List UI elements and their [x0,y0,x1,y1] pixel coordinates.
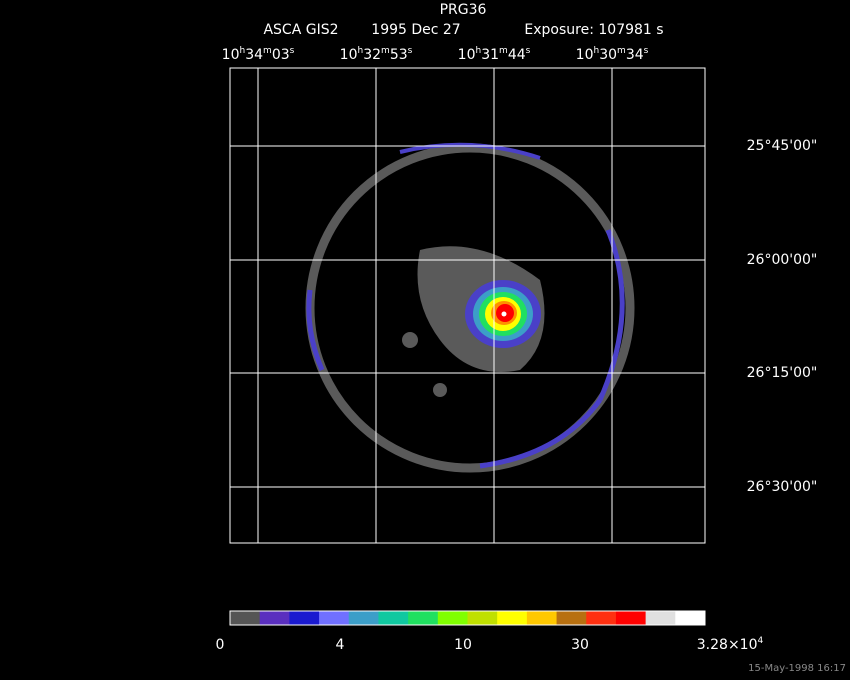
ra-label: 10h31m44s [458,46,531,64]
colorbar-segment [408,611,439,625]
subtitle: ASCA GIS2 [263,22,338,38]
superscript: h [593,46,599,56]
colorbar-labels: 0 4 10 30 3.28×104 [216,636,764,654]
text-part: 10 [458,47,476,63]
superscript: 4 [757,636,763,646]
text-part: 44 [508,47,526,63]
superscript: m [263,46,272,56]
text-part: 10 [340,47,358,63]
superscript: h [357,46,363,56]
colorbar-segment [348,611,379,625]
superscript: m [381,46,390,56]
colorbar-segment [437,611,468,625]
colorbar-segment [467,611,498,625]
frame [229,67,706,544]
colorbar-segment [645,611,676,625]
colorbar-segment [586,611,617,625]
ra-labels: 10h34m03s 10h32m53s 10h31m44s 10h30m34s [222,46,649,64]
title: PRG36 [440,2,487,18]
colorbar-segment [615,611,647,625]
text-part: 0 [216,637,225,653]
colorbar [229,610,706,626]
colorbar-segment [319,611,350,625]
ra-label: 10h32m53s [340,46,413,64]
dec-label: 25°45'00" [747,138,818,154]
superscript: s [408,46,413,56]
diffuse-emission [433,383,447,397]
dec-label: 26°00'00" [747,252,818,268]
text-part: 03 [272,47,290,63]
text-part: 31 [481,47,499,63]
text-part: 10 [454,637,472,653]
subtitle: Exposure: 107981 s [524,22,663,38]
ra-label: 10h34m03s [222,46,295,64]
superscript: m [617,46,626,56]
colorbar-label: 10 [454,637,472,653]
ra-label: 10h30m34s [576,46,649,64]
subtitle: 1995 Dec 27 [371,22,460,38]
colorbar-segment [526,611,558,625]
ring-edge [399,142,541,160]
superscript: m [499,46,508,56]
text-part: 34 [245,47,263,63]
ring-edge [597,229,625,402]
colorbar-label: 4 [336,637,345,653]
colorbar-segment [497,611,528,625]
superscript: s [526,46,531,56]
ring-edge [479,398,603,469]
superscript: s [290,46,295,56]
diffuse-emission [402,332,418,348]
text-part: 53 [390,47,408,63]
colorbar-segment [230,611,261,625]
text-part: 30 [571,637,589,653]
colorbar-segment [556,611,587,625]
colorbar-segment [289,611,320,625]
colorbar-segment [675,611,706,625]
text-part: 32 [363,47,381,63]
text-part: 30 [599,47,617,63]
text-part: 4 [336,637,345,653]
colorbar-label: 0 [216,637,225,653]
text-part: 3.28×10 [697,637,758,653]
coordinate-grid [229,67,706,544]
superscript: h [239,46,245,56]
colorbar-label: 3.28×104 [697,636,764,654]
superscript: s [644,46,649,56]
colorbar-segment [259,611,290,625]
source-peak [501,311,507,317]
image [305,142,635,473]
text-part: 34 [626,47,644,63]
colorbar-frame [229,610,706,626]
colorbar-label: 30 [571,637,589,653]
text-part: 10 [576,47,594,63]
dec-label: 26°15'00" [747,365,818,381]
dec-label: 26°30'00" [747,479,818,495]
text-part: 10 [222,47,240,63]
superscript: h [475,46,481,56]
ring-edge [306,289,325,371]
timestamp: 15-May-1998 16:17 [748,663,846,674]
colorbar-segment [378,611,409,625]
